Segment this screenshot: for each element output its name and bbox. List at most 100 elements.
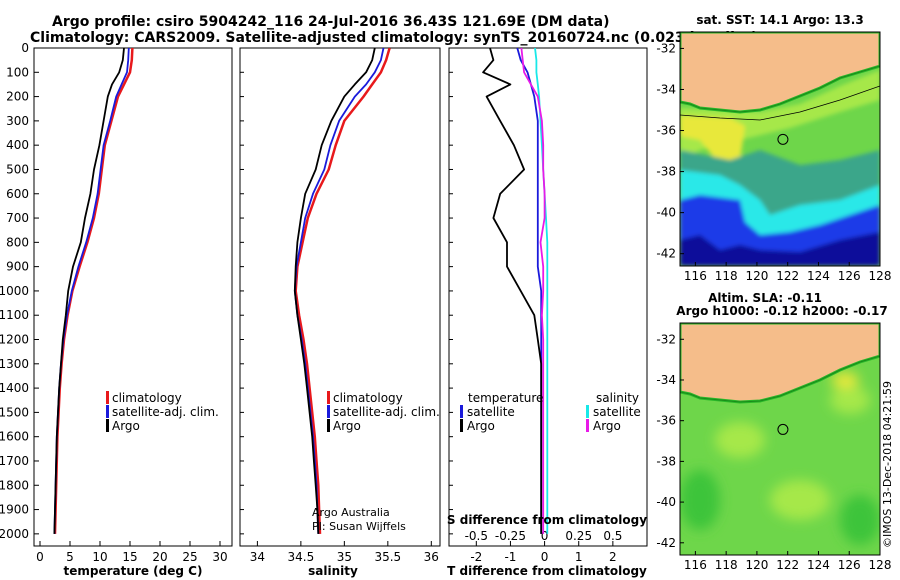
header-line-2: Climatology: CARS2009. Satellite-adjuste… [30, 30, 758, 46]
sla-high-anomaly [830, 386, 870, 414]
difference-legend: temperature satellite Argo salinity sate… [460, 391, 641, 433]
x-tick-label: 0 [541, 550, 549, 564]
sla-yellow-anomaly [831, 372, 859, 388]
x-tick-label: 25 [182, 550, 197, 564]
temperature-legend: climatology satellite-adj. clim. Argo [106, 391, 219, 433]
legend-satellite-adj: satellite-adj. clim. [333, 405, 440, 419]
map-lat-label: -38 [656, 454, 676, 468]
legend-swatch-t-argo [460, 419, 463, 432]
t-difference-x-label: T difference from climatology [447, 564, 647, 578]
map-lon-label: 118 [715, 558, 738, 572]
s-difference-x-axis: -0.5 -0.25 0 0.25 0.5 [465, 529, 623, 543]
legend-climatology: climatology [112, 391, 182, 405]
map-lon-label: 126 [838, 558, 861, 572]
sst-map-panel: sat. SST: 14.1 Argo: 13.3 116 118 120 122 12… [656, 13, 891, 283]
depth-tick-label: 200 [6, 90, 29, 104]
map-lat-label: -36 [656, 414, 676, 428]
map-lon-label: 116 [684, 558, 707, 572]
series-line-salinity-argo [520, 48, 546, 534]
depth-tick-label: 500 [6, 162, 29, 176]
x-tick-label: 36 [424, 550, 439, 564]
legend-swatch-argo [106, 419, 109, 432]
map-lon-label: 124 [807, 558, 830, 572]
map-lon-label: 118 [715, 269, 738, 283]
argo-float-marker [777, 423, 789, 435]
legend-temperature-header: temperature [468, 391, 543, 405]
salinity-plot-frame [239, 47, 441, 547]
depth-tick-label: 1500 [0, 405, 29, 419]
difference-curves [482, 48, 549, 534]
s-difference-label: S difference from climatology [447, 513, 647, 527]
legend-swatch-s-argo [586, 419, 589, 432]
x-tick-label: -2 [470, 550, 482, 564]
x-tick-label: 35 [337, 550, 352, 564]
legend-climatology: climatology [333, 391, 403, 405]
sla-map-lon-axis: 116 118 120 122 124 126 128 [684, 551, 891, 572]
sla-coastline [680, 355, 880, 403]
map-lat-label: -42 [656, 536, 676, 550]
legend-swatch-s-satellite [586, 405, 589, 418]
sla-high-anomaly [715, 422, 765, 458]
header-line-1: Argo profile: csiro 5904242_116 24-Jul-2… [52, 14, 610, 30]
x-tick-label: 34.5 [288, 550, 315, 564]
depth-tick-label: 700 [6, 211, 29, 225]
x-tick-label: 20 [152, 550, 167, 564]
legend-s-argo: Argo [593, 419, 621, 433]
salinity-curves [293, 48, 391, 534]
map-lat-label: -40 [656, 495, 676, 509]
legend-swatch-climatology [327, 391, 330, 404]
sst-front-contour [680, 85, 880, 121]
salinity-panel: 34 34.5 35 35.5 36 salinity climatology sate… [239, 47, 441, 578]
map-lat-label: -38 [656, 165, 676, 179]
series-line-argo [293, 48, 376, 534]
depth-tick-label: 1100 [0, 308, 29, 322]
x-tick-label: 30 [212, 550, 227, 564]
depth-tick-label: 1200 [0, 333, 29, 347]
credit-line-2: PI: Susan Wijffels [312, 520, 406, 533]
map-lon-label: 128 [869, 269, 892, 283]
temperature-x-axis: 0 5 10 15 20 25 30 [36, 541, 228, 564]
series-line-argo [53, 48, 125, 534]
sla-map-title-2: Argo h1000: -0.12 h2000: -0.17 [676, 304, 887, 318]
s-diff-tick-label: -0.25 [495, 529, 526, 543]
depth-tick-label: 2000 [0, 527, 29, 541]
series-line-climatology [53, 48, 134, 534]
map-lon-label: 126 [838, 269, 861, 283]
legend-swatch-satellite [327, 405, 330, 418]
sla-map-title-1: Altim. SLA: -0.11 [708, 291, 822, 305]
depth-tick-label: 900 [6, 260, 29, 274]
depth-tick-label: 1900 [0, 503, 29, 517]
sla-low-anomaly [840, 495, 880, 545]
sst-navy-region [680, 232, 880, 266]
temperature-panel: 0100200300400500600700800900100011001200… [0, 41, 453, 578]
sla-low-anomaly [680, 470, 720, 530]
imos-timestamp: ©IMOS 13-Dec-2018 04:21:59 [881, 381, 894, 548]
depth-tick-label: 1600 [0, 430, 29, 444]
sst-coastline [680, 65, 880, 113]
sla-map-lat-axis: -32 -34 -36 -38 -40 -42 [656, 332, 684, 550]
sla-high-anomaly [770, 480, 830, 520]
difference-plot-frame [448, 47, 648, 547]
s-diff-tick-label: 0 [541, 529, 549, 543]
legend-argo: Argo [333, 419, 361, 433]
series-line-satellite-adj-clim- [293, 48, 385, 534]
sla-map-frame [679, 322, 881, 556]
map-lat-label: -32 [656, 41, 676, 55]
depth-tick-label: 1000 [0, 284, 29, 298]
legend-salinity-header: salinity [596, 391, 639, 405]
depth-tick-label: 600 [6, 187, 29, 201]
depth-tick-label: 100 [6, 65, 29, 79]
sst-map-lon-axis: 116 118 120 122 124 126 128 [684, 262, 892, 283]
map-lat-label: -42 [656, 247, 676, 261]
depth-tick-label: 1400 [0, 381, 29, 395]
x-tick-label: 10 [92, 550, 107, 564]
depth-tick-label: 300 [6, 114, 29, 128]
depth-tick-label: 1300 [0, 357, 29, 371]
series-line-climatology [294, 48, 391, 534]
x-tick-label: 0 [36, 550, 44, 564]
depth-tick-label: 1700 [0, 454, 29, 468]
sst-map-lat-axis: -32 -34 -36 -38 -40 -42 [656, 41, 684, 261]
map-lon-label: 124 [807, 269, 830, 283]
s-diff-tick-label: 0.25 [565, 529, 592, 543]
map-lon-label: 122 [776, 558, 799, 572]
